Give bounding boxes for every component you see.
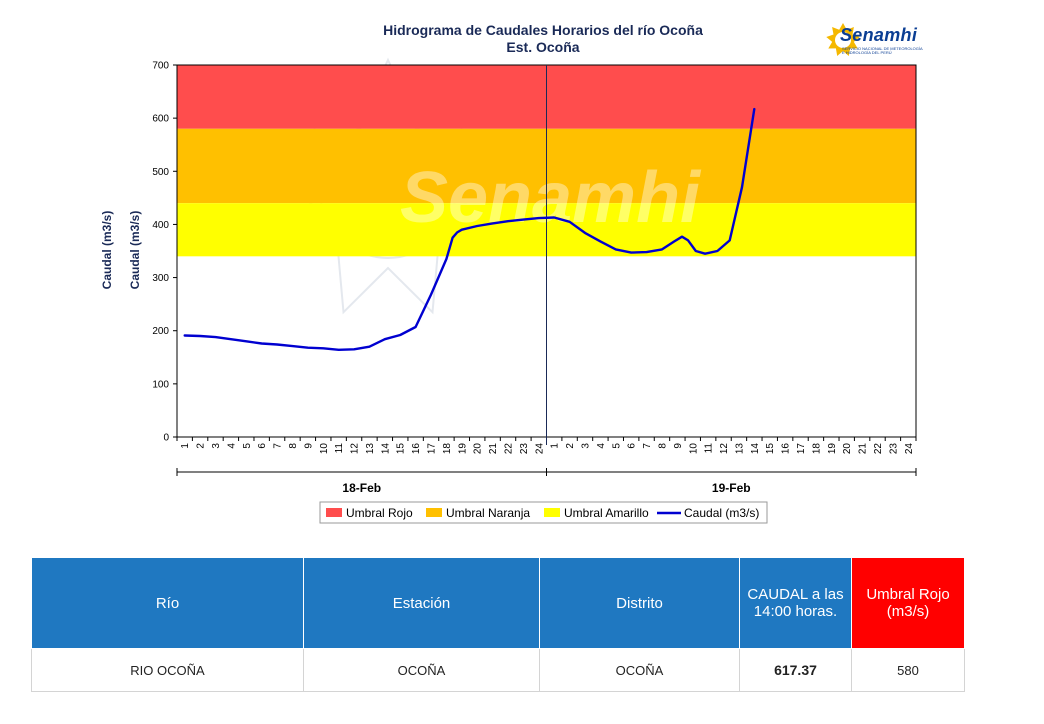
y-tick-label-2: 200 <box>152 326 169 337</box>
x-tick-label-14: 15 <box>396 443 407 455</box>
y-tick-label-6: 600 <box>152 114 169 125</box>
chart-subtitle: Est. Ocoña <box>506 39 579 55</box>
y-axis-label-1: Caudal (m3/s) <box>128 211 142 290</box>
header-estacion: Estación <box>303 557 540 649</box>
x-tick-label-23: 24 <box>534 443 545 455</box>
sun-icon <box>826 23 860 56</box>
logo-subtitle: SERVICIO NACIONAL DE METEOROLOGÍA E HIDR… <box>842 46 923 55</box>
x-tick-label-44: 21 <box>858 443 869 455</box>
x-tick-label-47: 24 <box>904 443 915 455</box>
y-tick-label-7: 700 <box>152 61 169 72</box>
x-tick-label-35: 12 <box>719 443 730 455</box>
x-tick-label-1: 2 <box>196 443 207 449</box>
x-tick-label-33: 10 <box>688 443 699 455</box>
watermark-text: Senamhi <box>400 158 702 238</box>
series-line-0 <box>183 107 756 351</box>
x-tick-label-37: 14 <box>750 443 761 455</box>
x-tick-label-28: 5 <box>611 443 622 449</box>
cell-caudal: 617.37 <box>739 648 852 692</box>
legend-swatch-2 <box>544 508 560 517</box>
x-tick-label-8: 9 <box>303 443 314 449</box>
x-tick-label-38: 15 <box>765 443 776 455</box>
date-label-1: 19-Feb <box>712 481 751 495</box>
x-tick-label-10: 11 <box>334 443 345 454</box>
x-tick-label-16: 17 <box>427 443 438 455</box>
logo-name: Senamhi <box>840 25 918 45</box>
header-rio: Río <box>31 557 304 649</box>
header-umbral-rojo: Umbral Rojo (m3/s) <box>851 557 965 649</box>
legend-label-2: Umbral Amarillo <box>564 506 649 520</box>
x-tick-label-21: 22 <box>504 443 515 455</box>
x-tick-label-11: 12 <box>350 443 361 455</box>
senamhi-logo: Senamhi SERVICIO NACIONAL DE METEOROLOGÍ… <box>826 18 926 60</box>
x-tick-label-17: 18 <box>442 443 453 455</box>
x-tick-label-46: 23 <box>888 443 899 455</box>
x-tick-label-27: 4 <box>596 443 607 449</box>
series-layer <box>183 107 756 351</box>
x-tick-label-43: 20 <box>842 443 853 455</box>
x-tick-label-12: 13 <box>365 443 376 455</box>
y-tick-label-4: 400 <box>152 220 169 231</box>
x-tick-label-20: 21 <box>488 443 499 455</box>
x-tick-label-9: 10 <box>319 443 330 455</box>
x-tick-label-24: 1 <box>550 443 561 449</box>
x-tick-label-5: 6 <box>257 443 268 449</box>
cell-estacion: OCOÑA <box>303 648 540 692</box>
x-tick-label-31: 8 <box>657 443 668 449</box>
x-tick-label-25: 2 <box>565 443 576 449</box>
legend-label-0: Umbral Rojo <box>346 506 413 520</box>
legend-label-3: Caudal (m3/s) <box>684 506 759 520</box>
cell-distrito: OCOÑA <box>539 648 740 692</box>
chart-title: Hidrograma de Caudales Horarios del río … <box>383 22 703 38</box>
y-tick-label-5: 500 <box>152 167 169 178</box>
y-axis-label-0: Caudal (m3/s) <box>100 211 114 290</box>
x-tick-label-40: 17 <box>796 443 807 455</box>
x-tick-label-2: 3 <box>211 443 222 449</box>
logo-sun-core <box>835 32 851 48</box>
x-tick-label-41: 18 <box>811 443 822 455</box>
x-tick-label-7: 8 <box>288 443 299 449</box>
x-tick-label-45: 22 <box>873 443 884 455</box>
x-tick-label-30: 7 <box>642 443 653 449</box>
x-tick-label-0: 1 <box>180 443 191 449</box>
x-tick-label-15: 16 <box>411 443 422 455</box>
table-row: RIO OCOÑA OCOÑA OCOÑA 617.37 580 <box>31 648 965 692</box>
legend-swatch-0 <box>326 508 342 517</box>
x-tick-label-34: 11 <box>704 443 715 454</box>
x-tick-label-36: 13 <box>734 443 745 455</box>
x-tick-label-26: 3 <box>580 443 591 449</box>
x-tick-label-13: 14 <box>380 443 391 455</box>
legend-label-1: Umbral Naranja <box>446 506 530 520</box>
header-caudal: CAUDAL a las 14:00 horas. <box>739 557 852 649</box>
y-tick-label-0: 0 <box>163 433 169 444</box>
cell-rio: RIO OCOÑA <box>31 648 304 692</box>
y-tick-label-3: 300 <box>152 273 169 284</box>
x-tick-label-19: 20 <box>473 443 484 455</box>
legend-swatch-1 <box>426 508 442 517</box>
legend-box <box>319 501 768 524</box>
chart-labels: Hidrograma de Caudales Horarios del río … <box>100 22 703 289</box>
header-distrito: Distrito <box>539 557 740 649</box>
chart-legend: Umbral Rojo Umbral Naranja Umbral Amarillo… <box>319 501 768 524</box>
x-tick-label-42: 19 <box>827 443 838 455</box>
date-label-0: 18-Feb <box>342 481 381 495</box>
x-tick-label-3: 4 <box>226 443 237 449</box>
x-tick-label-22: 23 <box>519 443 530 455</box>
table-header-row: Río Estación Distrito CAUDAL a las 14:00… <box>31 557 965 649</box>
y-tick-label-1: 100 <box>152 379 169 390</box>
x-tick-label-32: 9 <box>673 443 684 449</box>
x-tick-label-29: 6 <box>627 443 638 449</box>
station-table: Río Estación Distrito CAUDAL a las 14:00… <box>31 557 965 692</box>
cell-umbral-rojo: 580 <box>851 648 965 692</box>
x-tick-label-4: 5 <box>242 443 253 449</box>
senamhi-watermark-text: Senamhi <box>400 158 702 238</box>
x-tick-label-6: 7 <box>273 443 284 449</box>
x-tick-label-39: 16 <box>781 443 792 455</box>
x-tick-label-18: 19 <box>457 443 468 455</box>
